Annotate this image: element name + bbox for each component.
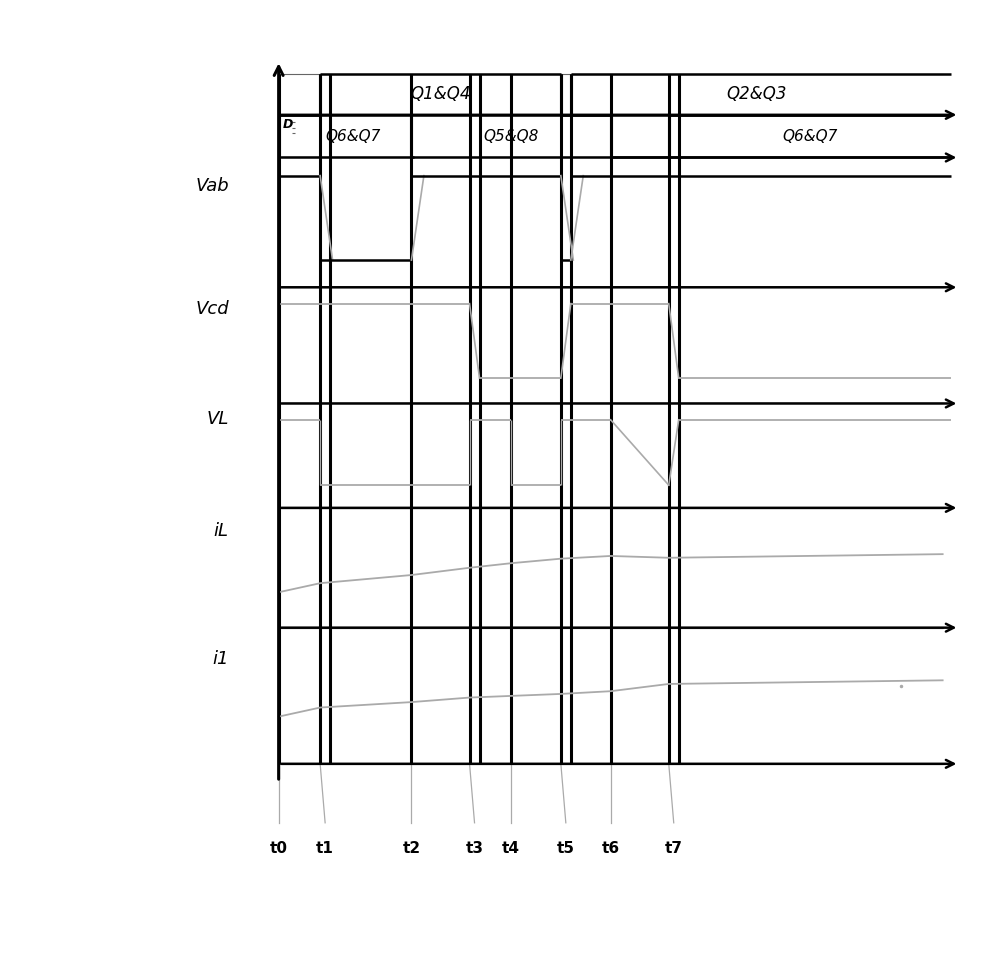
Text: t2: t2: [402, 841, 421, 856]
Text: t4: t4: [502, 841, 520, 856]
Text: Q6&Q7: Q6&Q7: [782, 129, 838, 143]
Text: VL: VL: [206, 410, 229, 428]
Text: t6: t6: [602, 841, 620, 856]
Text: Q1&Q4: Q1&Q4: [410, 86, 471, 103]
Text: t0: t0: [270, 841, 288, 856]
Text: Vcd: Vcd: [195, 300, 229, 318]
Text: t3: t3: [466, 841, 484, 856]
Text: t5: t5: [557, 841, 575, 856]
Text: Q5&Q8: Q5&Q8: [483, 129, 539, 143]
Text: iL: iL: [214, 522, 229, 541]
Text: i1: i1: [212, 650, 229, 669]
Text: t1: t1: [316, 841, 334, 856]
Text: Q6&Q7: Q6&Q7: [326, 129, 381, 143]
Text: D: D: [283, 117, 293, 131]
Text: t7: t7: [665, 841, 683, 856]
Text: Vab: Vab: [195, 177, 229, 195]
Text: Q2&Q3: Q2&Q3: [726, 86, 787, 103]
